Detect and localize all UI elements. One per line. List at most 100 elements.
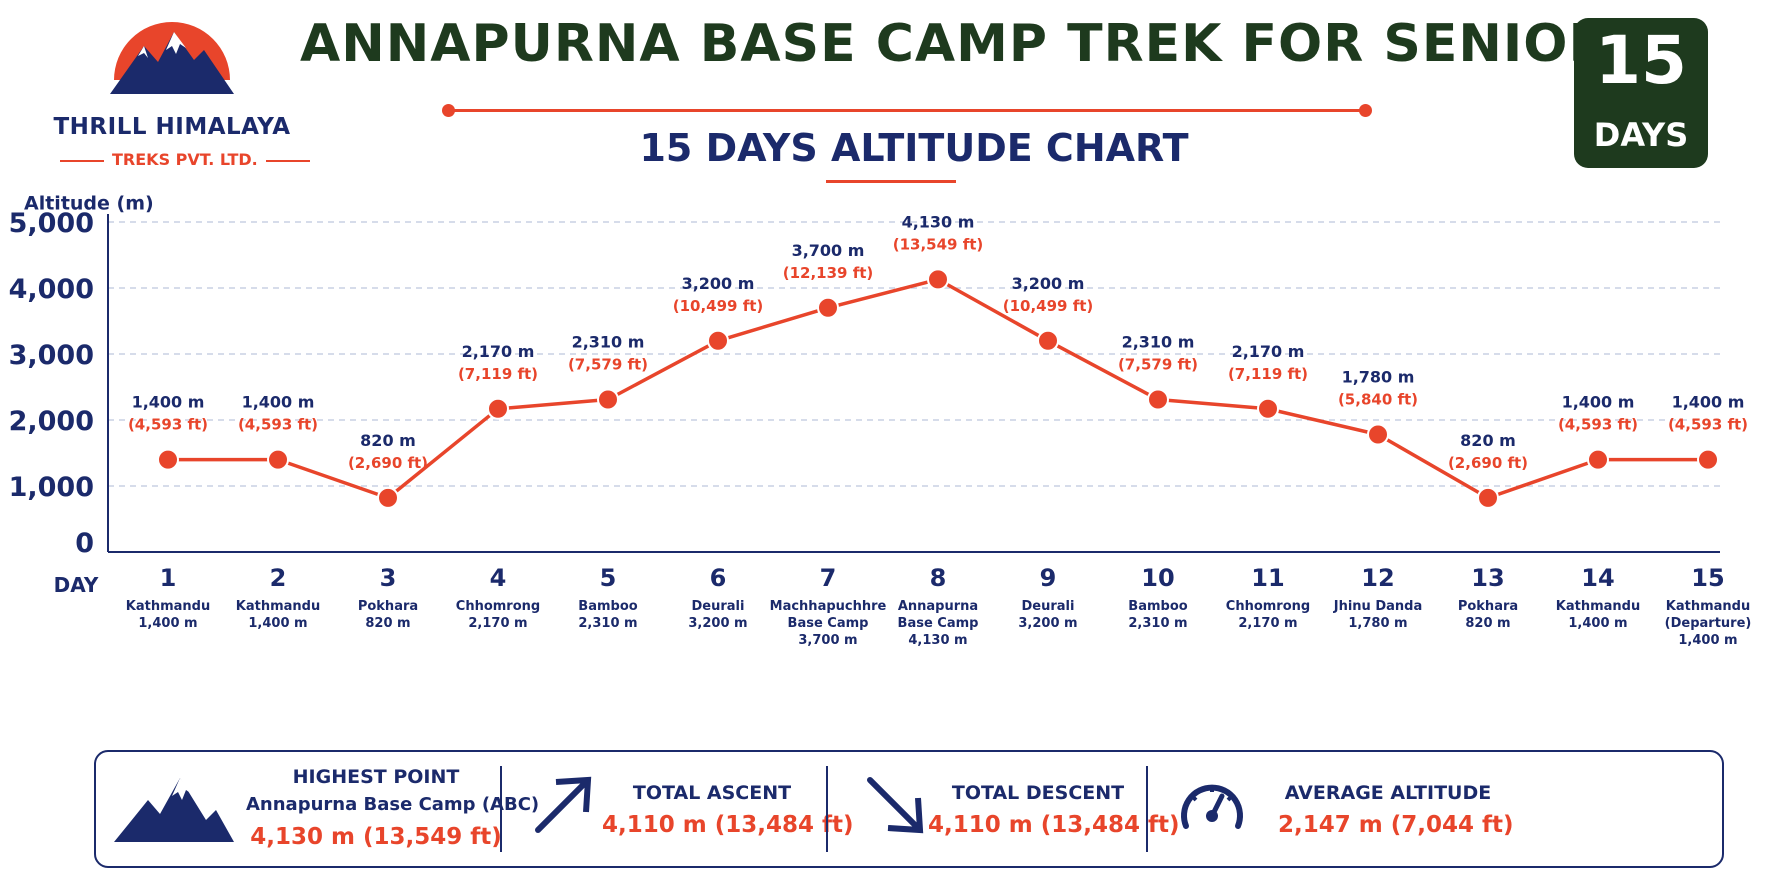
x-tick-place: Bamboo — [1128, 599, 1187, 614]
x-tick-day: 12 — [1361, 564, 1394, 592]
data-label-meters: 2,310 m — [1122, 333, 1195, 352]
stat-divider — [826, 766, 828, 852]
x-tick-place: 1,400 m — [1568, 616, 1627, 631]
stat-descent-value: 4,110 m (13,484 ft) — [928, 812, 1180, 838]
data-point-day-6 — [707, 329, 729, 352]
x-tick-day: 15 — [1691, 564, 1724, 592]
stat-total-ascent: TOTAL ASCENT 4,110 m (13,484 ft) — [502, 752, 854, 866]
y-axis-title: Altitude (m) — [24, 193, 154, 215]
data-label-feet: (7,579 ft) — [1118, 356, 1198, 374]
data-label-feet: (4,593 ft) — [1668, 416, 1748, 434]
subtitle-underline — [826, 180, 956, 183]
brand-name: THRILL HIMALAYA — [53, 114, 291, 140]
data-label-meters: 820 m — [1460, 431, 1516, 450]
y-tick-label: 4,000 — [9, 274, 94, 305]
data-label-meters: 1,400 m — [1672, 393, 1745, 412]
data-point-day-13 — [1477, 486, 1499, 509]
x-tick-place: (Departure) — [1665, 616, 1752, 631]
x-tick-place: 1,400 m — [138, 616, 197, 631]
stat-highest-sub: Annapurna Base Camp (ABC) — [246, 794, 540, 815]
data-label-meters: 820 m — [360, 431, 416, 450]
data-label-feet: (7,119 ft) — [1228, 365, 1308, 383]
x-tick-place: Annapurna — [898, 599, 978, 614]
x-tick-day: 5 — [600, 564, 617, 592]
x-tick-day: 10 — [1141, 564, 1174, 592]
data-label-feet: (2,690 ft) — [348, 454, 428, 472]
y-tick-label: 1,000 — [9, 472, 94, 503]
y-tick-label: 5,000 — [9, 208, 94, 239]
stat-highest-value: 4,130 m (13,549 ft) — [250, 824, 502, 850]
page-title: ANNAPURNA BASE CAMP TREK FOR SENIORS — [300, 14, 1648, 74]
data-label-feet: (4,593 ft) — [238, 416, 318, 434]
data-point-day-14 — [1587, 448, 1609, 471]
stat-average-value: 2,147 m (7,044 ft) — [1278, 812, 1514, 838]
stat-average-altitude: AVERAGE ALTITUDE 2,147 m (7,044 ft) — [1148, 752, 1722, 866]
data-point-day-15 — [1697, 448, 1719, 471]
data-label-feet: (5,840 ft) — [1338, 391, 1418, 409]
x-tick-place: Kathmandu — [1666, 599, 1750, 614]
data-label-meters: 2,170 m — [1232, 342, 1305, 361]
x-tick-place: Chhomrong — [456, 599, 540, 614]
y-tick-label: 2,000 — [9, 406, 94, 437]
days-badge: 15 DAYS — [1574, 18, 1708, 168]
x-tick-place: 2,310 m — [1128, 616, 1187, 631]
x-tick-place: Pokhara — [1458, 599, 1518, 614]
x-tick-place: 3,200 m — [688, 616, 747, 631]
data-point-day-4 — [487, 397, 509, 420]
x-tick-place: Kathmandu — [126, 599, 210, 614]
x-tick-place: 3,700 m — [798, 633, 857, 648]
stat-ascent-label: TOTAL ASCENT — [632, 782, 792, 804]
arrow-down-right-icon — [867, 777, 924, 834]
x-tick-place: Deurali — [692, 599, 745, 614]
x-tick-day: 9 — [1040, 564, 1057, 592]
x-tick-place: 3,200 m — [1018, 616, 1077, 631]
x-tick-place: Base Camp — [788, 616, 869, 631]
x-tick-day: 3 — [380, 564, 397, 592]
x-tick-place: Machhapuchhre — [770, 599, 887, 614]
brand-subtitle: TREKS PVT. LTD. — [52, 150, 292, 169]
data-point-day-9 — [1037, 329, 1059, 352]
stat-descent-label: TOTAL DESCENT — [951, 782, 1125, 804]
x-tick-place: Kathmandu — [1556, 599, 1640, 614]
x-tick-day: 2 — [270, 564, 287, 592]
data-point-day-3 — [377, 486, 399, 509]
data-label-feet: (10,499 ft) — [673, 297, 764, 315]
x-tick-place: 4,130 m — [908, 633, 967, 648]
data-label-meters: 3,200 m — [682, 274, 755, 293]
chart-subtitle: 15 DAYS ALTITUDE CHART — [639, 126, 1189, 170]
x-tick-day: 4 — [490, 564, 507, 592]
x-axis-title: DAY — [54, 573, 99, 597]
data-label-meters: 3,200 m — [1012, 274, 1085, 293]
stat-divider — [1146, 766, 1148, 852]
data-label-feet: (2,690 ft) — [1448, 454, 1528, 472]
y-tick-label: 3,000 — [9, 340, 94, 371]
stat-total-descent: TOTAL DESCENT 4,110 m (13,484 ft) — [828, 752, 1180, 866]
stat-ascent-value: 4,110 m (13,484 ft) — [602, 812, 854, 838]
data-point-day-5 — [597, 388, 619, 411]
data-point-day-10 — [1147, 388, 1169, 411]
x-tick-place: Pokhara — [358, 599, 418, 614]
x-tick-place: 2,310 m — [578, 616, 637, 631]
data-label-meters: 1,780 m — [1342, 368, 1415, 387]
data-point-day-1 — [157, 448, 179, 471]
x-tick-place: Bamboo — [578, 599, 637, 614]
x-tick-day: 6 — [710, 564, 727, 592]
x-tick-place: Kathmandu — [236, 599, 320, 614]
mountain-icon — [114, 778, 234, 842]
data-label-feet: (4,593 ft) — [1558, 416, 1638, 434]
title-divider — [442, 104, 1372, 117]
data-label-meters: 1,400 m — [242, 393, 315, 412]
x-tick-place: 1,400 m — [1678, 633, 1737, 648]
data-label-meters: 4,130 m — [902, 212, 975, 231]
data-label-feet: (7,119 ft) — [458, 365, 538, 383]
x-tick-place: Base Camp — [898, 616, 979, 631]
data-label-meters: 1,400 m — [1562, 393, 1635, 412]
arrow-up-right-icon — [535, 776, 592, 833]
brand-logo: THRILL HIMALAYA TREKS PVT. LTD. — [52, 10, 292, 170]
x-tick-place: Deurali — [1022, 599, 1075, 614]
x-tick-day: 7 — [820, 564, 837, 592]
data-label-feet: (13,549 ft) — [893, 235, 984, 253]
stat-highest-point: HIGHEST POINT Annapurna Base Camp (ABC) … — [96, 752, 539, 866]
x-tick-place: 820 m — [1465, 616, 1510, 631]
x-tick-place: 2,170 m — [1238, 616, 1297, 631]
